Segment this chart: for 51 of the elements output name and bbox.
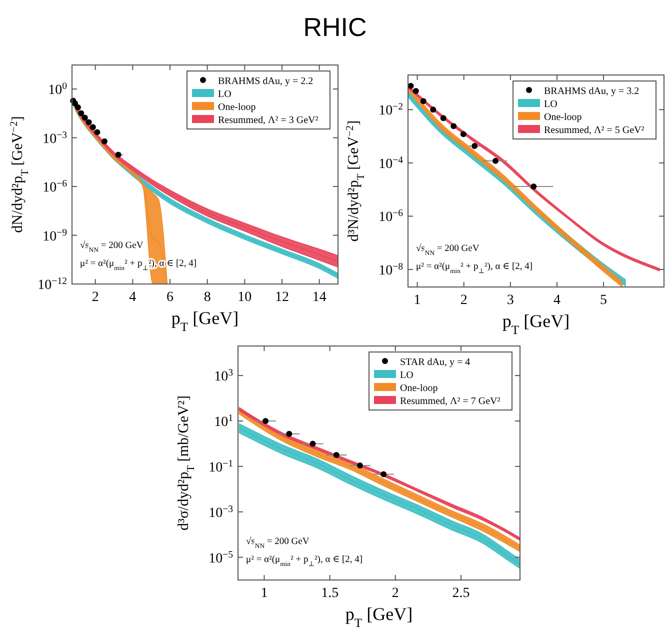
chart-title: RHIC xyxy=(303,12,367,42)
annotation: √s$_{NN}$ = 200 GeV xyxy=(416,243,480,256)
y-tick-label: 10$^{−1}$ xyxy=(208,458,234,476)
x-tick-label: 4 xyxy=(553,293,560,308)
x-tick-label: 2.5 xyxy=(452,586,470,601)
y-tick-label: 10$^{3}$ xyxy=(214,367,234,385)
legend-label: BRAHMS dAu, y = 2.2 xyxy=(218,76,314,87)
legend-label: Resummed, Λ² = 5 GeV² xyxy=(544,125,644,136)
y-tick-label: 10$^{−8}$ xyxy=(378,260,404,278)
y-tick-label: 10$^{−6}$ xyxy=(378,208,404,226)
legend-label: BRAHMS dAu, y = 3.2 xyxy=(544,86,640,97)
legend-label: STAR dAu, y = 4 xyxy=(400,357,470,368)
y-tick-label: 10$^{−3}$ xyxy=(208,503,234,521)
x-axis-title: p$_{T}$ [GeV] xyxy=(502,311,570,337)
x-tick-label: 2 xyxy=(92,290,99,305)
legend-label: LO xyxy=(544,99,558,110)
y-tick-label: 10$^{−3}$ xyxy=(42,129,68,147)
x-tick-label: 12 xyxy=(275,290,289,305)
y-tick-label: 10$^{−9}$ xyxy=(42,226,68,244)
annotation: μ² = α²(μ$_{min}$² + p$_{⊥}$²), α ∈ [2, 4] xyxy=(416,262,533,274)
y-tick-label: 10$^{0}$ xyxy=(48,80,68,98)
legend-label: One-loop xyxy=(218,102,256,113)
y-tick-label: 10$^{−5}$ xyxy=(208,548,234,566)
annotation: μ² = α²(μ$_{min}$² + p$_{⊥}$²), α ∈ [2, 4] xyxy=(246,555,363,568)
y-tick-label: 10$^{−6}$ xyxy=(42,178,68,196)
x-axis-title: p$_{T}$ [GeV] xyxy=(171,308,239,334)
legend-label: One-loop xyxy=(400,383,438,394)
x-tick-label: 3 xyxy=(506,293,514,308)
x-tick-label: 4 xyxy=(129,290,136,305)
annotation: √s$_{NN}$ = 200 GeV xyxy=(246,536,310,550)
x-tick-label: 6 xyxy=(166,290,174,305)
x-tick-label: 8 xyxy=(204,290,211,305)
x-tick-label: 10 xyxy=(238,290,252,305)
x-tick-label: 2 xyxy=(460,293,468,308)
legend-label: LO xyxy=(218,89,232,100)
x-tick-label: 1 xyxy=(414,293,421,308)
y-tick-label: 10$^{−2}$ xyxy=(378,101,404,119)
legend-label: Resummed, Λ² = 3 GeV² xyxy=(218,115,318,126)
legend-label: Resummed, Λ² = 7 GeV² xyxy=(400,396,500,407)
x-tick-label: 2 xyxy=(392,586,399,601)
x-tick-label: 5 xyxy=(600,293,607,308)
y-tick-label: 10$^{1}$ xyxy=(214,412,234,430)
x-tick-label: 1 xyxy=(260,586,268,601)
y-tick-label: 10$^{−4}$ xyxy=(378,154,404,172)
x-tick-label: 1.5 xyxy=(321,586,339,601)
x-tick-label: 14 xyxy=(312,290,326,305)
y-tick-label: 10$^{−12}$ xyxy=(38,276,68,293)
annotation: √s$_{NN}$ = 200 GeV xyxy=(80,240,144,254)
legend-label: One-loop xyxy=(544,112,582,123)
x-axis-title: p$_{T}$ [GeV] xyxy=(345,604,413,628)
legend-label: LO xyxy=(400,370,414,381)
